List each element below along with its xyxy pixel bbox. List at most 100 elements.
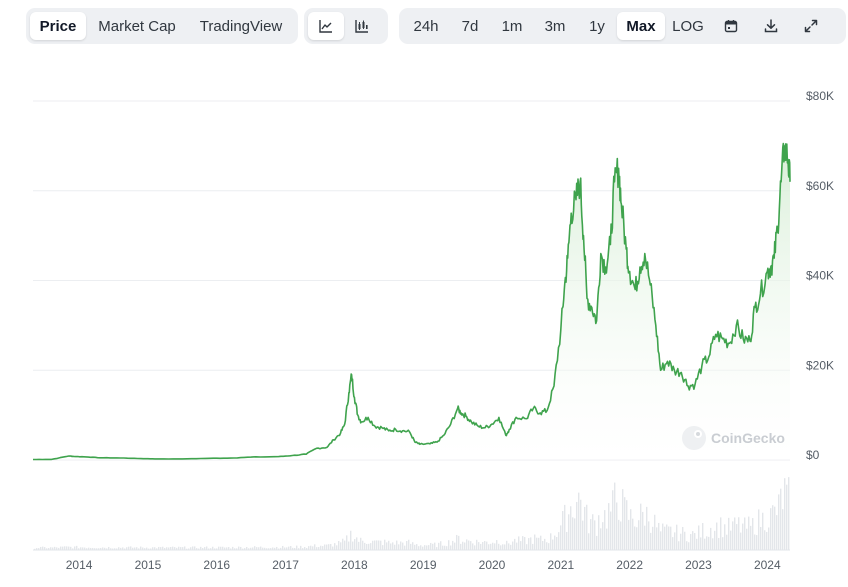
volume-bar [352,541,354,550]
volume-bar [712,538,714,550]
range-24h[interactable]: 24h [413,17,439,35]
volume-bar [336,545,338,550]
volume-bar [730,530,732,550]
volume-bar [382,545,384,550]
range-max[interactable]: Max [617,12,665,40]
volume-bar [262,547,264,550]
volume-bar [394,544,396,550]
volume-bar [650,532,652,550]
volume-bars [34,477,790,550]
volume-bar [338,540,340,550]
range-7d[interactable]: 7d [461,17,479,35]
volume-bar [250,547,252,550]
volume-bar [440,541,442,550]
volume-bar [572,517,574,550]
tab-price[interactable]: Price [30,12,86,40]
volume-bar [260,546,262,550]
x-tick-label: 2022 [616,558,643,572]
volume-bar [34,548,36,550]
volume-bar [76,545,78,550]
x-tick-label: 2023 [685,558,712,572]
candlestick-chart-icon[interactable] [344,12,380,40]
range-3m[interactable]: 3m [544,17,566,35]
volume-bar [270,548,272,550]
volume-bar [568,514,570,550]
line-chart-icon[interactable] [308,12,344,40]
x-tick-label: 2016 [203,558,230,572]
volume-bar [264,547,266,550]
volume-bar [56,547,58,550]
volume-bar [620,521,622,550]
chart-style-group [304,8,388,44]
price-area [33,142,791,461]
volume-bar [44,547,46,550]
volume-bar [166,547,168,550]
volume-bar [184,546,186,550]
volume-bar [680,533,682,550]
volume-bar [512,541,514,550]
volume-bar [436,547,438,550]
volume-bar [656,527,658,550]
volume-bar [442,545,444,550]
volume-bar [514,538,516,550]
volume-bar [682,526,684,550]
volume-bar [404,545,406,550]
volume-bar [744,517,746,550]
volume-bar [278,548,280,550]
volume-bar [144,548,146,550]
volume-bar [638,520,640,550]
volume-bar [748,516,750,550]
volume-bar [500,545,502,550]
volume-bar [768,527,770,550]
volume-bar [446,546,448,550]
volume-bar [456,534,458,550]
fullscreen-icon[interactable] [791,12,831,40]
volume-bar [582,520,584,550]
volume-bar [646,506,648,550]
tab-tradingview[interactable]: TradingView [199,17,283,35]
volume-bar [130,546,132,550]
volume-bar [160,547,162,550]
volume-bar [672,537,674,550]
download-icon[interactable] [751,12,791,40]
volume-bar [486,541,488,550]
range-1y[interactable]: 1y [589,17,605,35]
log-scale-toggle[interactable]: LOG [672,17,704,35]
volume-bar [128,546,130,550]
volume-bar [214,548,216,550]
volume-bar [106,548,108,550]
volume-bar [178,546,180,550]
volume-bar [548,543,550,550]
volume-bar [42,546,44,550]
volume-bar [612,490,614,550]
volume-bar [312,546,314,550]
volume-bar [202,548,204,550]
volume-bar [734,517,736,550]
volume-bar [360,537,362,550]
volume-bar [314,544,316,550]
range-1m[interactable]: 1m [501,17,523,35]
volume-bar [596,535,598,550]
volume-bar [632,518,634,550]
calendar-icon[interactable] [711,12,751,40]
volume-bar [770,508,772,550]
volume-bar [170,547,172,550]
volume-bar [126,547,128,550]
volume-bar [370,543,372,550]
volume-bar [398,544,400,550]
volume-bar [110,548,112,550]
volume-bar [246,547,248,550]
volume-bar [164,547,166,550]
volume-bar [468,540,470,550]
volume-bar [506,540,508,550]
volume-bar [538,537,540,550]
volume-bar [38,548,40,550]
volume-bar [774,506,776,550]
volume-bar [518,536,520,550]
tab-market-cap[interactable]: Market Cap [98,17,176,35]
volume-bar [190,547,192,550]
volume-bar [216,548,218,550]
volume-bar [346,535,348,550]
volume-bar [690,534,692,550]
